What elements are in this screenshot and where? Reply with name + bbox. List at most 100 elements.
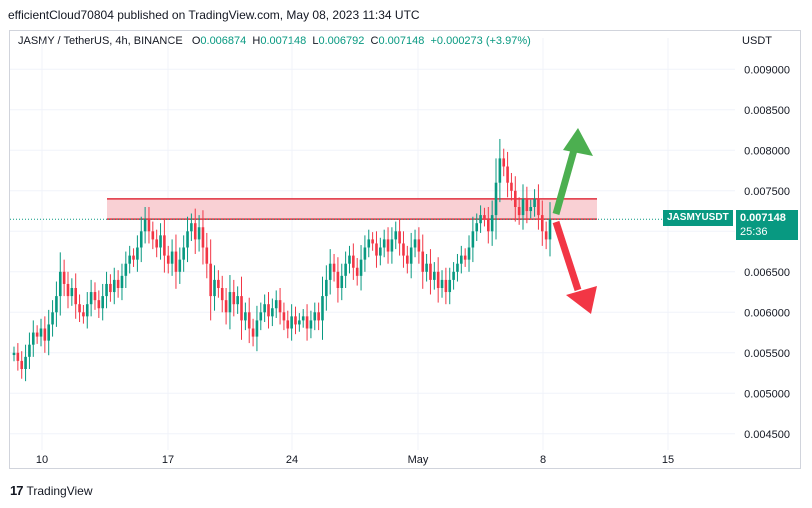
price-chart[interactable]: 0.0090000.0085000.0080000.0075000.007000… xyxy=(0,0,812,470)
candle-body xyxy=(402,243,405,256)
candle-body xyxy=(448,279,452,293)
candle-body xyxy=(517,207,521,216)
bearish-arrowhead-icon xyxy=(566,286,597,314)
candle-body xyxy=(344,263,347,276)
candle-body xyxy=(533,198,536,207)
candle-body xyxy=(85,304,89,317)
ohlc-legend: JASMY / TetherUS, 4h, BINANCE O0.006874 … xyxy=(18,35,531,47)
candle-body xyxy=(367,239,371,248)
open-value: 0.006874 xyxy=(200,35,247,47)
change-value: +0.000273 (+3.97%) xyxy=(430,35,531,47)
brand-name[interactable]: TradingView xyxy=(26,483,93,498)
candle-body xyxy=(182,247,185,260)
candle-body xyxy=(124,263,128,276)
candle-body xyxy=(166,255,170,264)
candle-body xyxy=(155,239,158,248)
candle-body xyxy=(82,312,85,317)
candle-body xyxy=(255,320,259,337)
x-tick-label: 17 xyxy=(162,454,174,466)
y-tick-label: 0.008500 xyxy=(744,105,790,117)
candle-body xyxy=(336,271,340,288)
candle-body xyxy=(228,292,232,313)
candle-body xyxy=(39,328,43,337)
candle-body xyxy=(363,247,367,260)
candle-body xyxy=(93,292,97,301)
candle-body xyxy=(290,316,293,329)
candle-body xyxy=(483,215,486,220)
symbol-price-tag: JASMYUSDT xyxy=(663,210,733,226)
candle-body xyxy=(325,279,328,297)
x-tick-label: 8 xyxy=(540,454,546,466)
candle-body xyxy=(267,304,270,317)
candle-body xyxy=(163,235,166,256)
candle-body xyxy=(463,255,467,260)
candle-body xyxy=(348,255,351,264)
tradingview-logo-icon: 17 xyxy=(10,483,24,498)
publisher-note: efficientCloud70804 published on Trading… xyxy=(8,8,420,22)
candle-body xyxy=(244,312,247,321)
candle-body xyxy=(479,215,482,224)
candle-body xyxy=(217,279,220,288)
candle-body xyxy=(475,223,479,232)
candle-body xyxy=(28,344,31,357)
candle-body xyxy=(232,292,236,305)
candle-body xyxy=(394,231,398,240)
candle-body xyxy=(220,288,224,301)
candle-body xyxy=(209,263,212,297)
candle-body xyxy=(286,320,290,329)
symbol-label[interactable]: JASMY / TetherUS, 4h, BINANCE xyxy=(18,35,183,47)
candle-body xyxy=(413,239,417,248)
candle-body xyxy=(487,219,490,232)
candle-body xyxy=(359,259,363,276)
candle-body xyxy=(35,332,39,337)
candle-body xyxy=(12,352,16,356)
candle-body xyxy=(112,279,116,293)
candle-body xyxy=(313,312,317,321)
candle-body xyxy=(186,231,189,248)
currency-label[interactable]: USDT xyxy=(742,35,772,47)
candle-body xyxy=(521,198,525,216)
candle-body xyxy=(529,207,533,212)
candle-body xyxy=(371,239,374,244)
candle-body xyxy=(317,312,320,321)
candle-body xyxy=(537,198,540,216)
candle-body xyxy=(355,267,359,276)
candle-body xyxy=(417,239,421,252)
candle-body xyxy=(498,158,502,183)
candle-body xyxy=(66,283,70,297)
candle-body xyxy=(436,271,440,288)
candle-body xyxy=(170,251,174,264)
candle-body xyxy=(321,296,324,321)
open-label: O xyxy=(191,35,201,47)
candle-body xyxy=(205,247,209,264)
candle-body xyxy=(398,231,401,244)
candle-body xyxy=(190,223,193,232)
x-tick-label: 24 xyxy=(286,454,298,466)
candle-body xyxy=(502,158,506,167)
high-value: 0.007148 xyxy=(260,35,307,47)
candle-body xyxy=(309,320,313,329)
candle-body xyxy=(294,316,297,325)
y-tick-label: 0.004500 xyxy=(744,429,790,441)
candle-body xyxy=(340,275,344,288)
candle-body xyxy=(328,263,332,280)
candle-body xyxy=(375,243,378,256)
candle-body xyxy=(305,316,309,329)
candle-body xyxy=(132,255,135,260)
y-tick-label: 0.006500 xyxy=(744,267,790,279)
low-label: L xyxy=(312,35,319,47)
candle-body xyxy=(105,283,108,297)
candle-body xyxy=(332,263,336,272)
candle-body xyxy=(213,279,216,297)
candle-body xyxy=(247,312,251,329)
candle-body xyxy=(78,304,81,313)
candle-body xyxy=(139,231,143,248)
y-tick-label: 0.007500 xyxy=(744,186,790,198)
candle-body xyxy=(143,219,147,232)
candle-body xyxy=(251,328,255,337)
candle-body xyxy=(74,288,77,305)
candle-body xyxy=(101,296,104,309)
candle-body xyxy=(62,271,66,284)
candle-body xyxy=(136,247,139,260)
candle-body xyxy=(494,182,498,216)
